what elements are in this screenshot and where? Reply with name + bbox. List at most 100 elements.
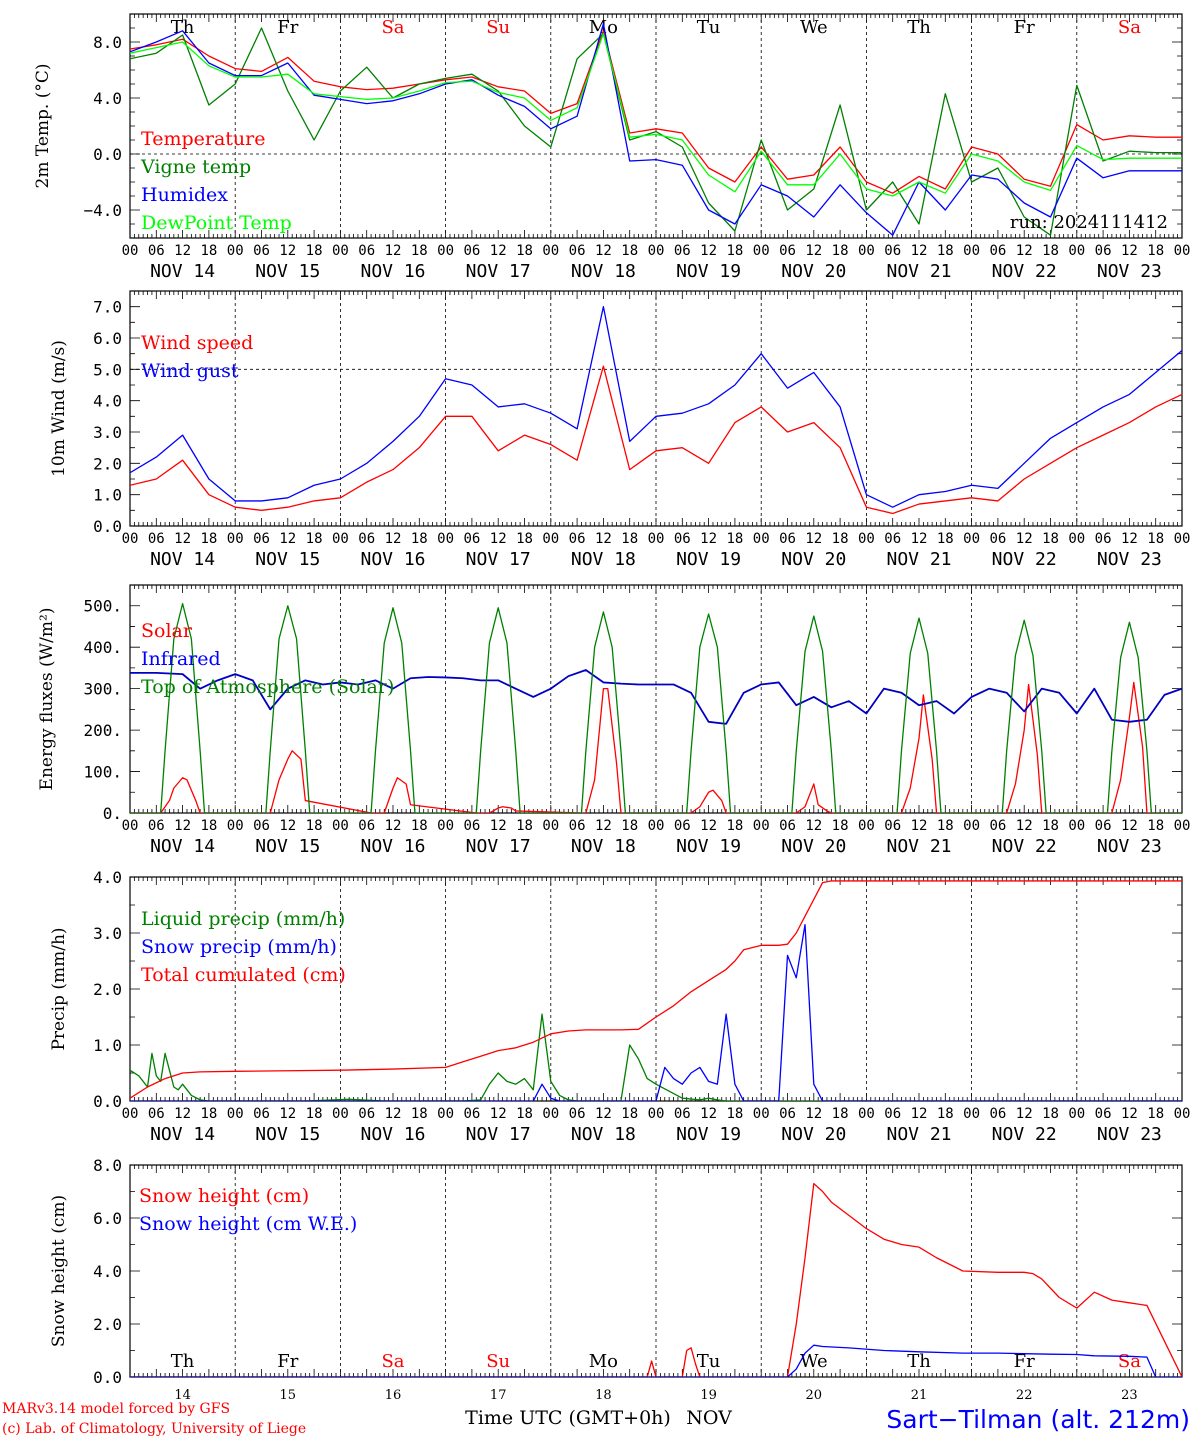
hour-tick-label: 12 xyxy=(490,531,507,547)
hour-tick-label: 12 xyxy=(385,243,402,259)
y-tick-label: 7.0 xyxy=(93,298,122,317)
day-name-label: We xyxy=(800,1351,828,1372)
hour-tick-label: 12 xyxy=(1016,243,1033,259)
y-axis-label: 2m Temp. (°C) xyxy=(33,63,53,188)
legend-entry: Infrared xyxy=(141,648,221,670)
hour-tick-label: 12 xyxy=(595,818,612,834)
y-tick-label: 0. xyxy=(103,804,122,823)
hour-tick-label: 18 xyxy=(1042,531,1059,547)
hour-tick-label: 06 xyxy=(989,818,1006,834)
hour-tick-label: 06 xyxy=(358,818,375,834)
y-ticks xyxy=(130,13,1182,239)
day-number-label: 21 xyxy=(911,1388,928,1403)
date-label: NOV 17 xyxy=(466,549,531,570)
legend-entry: Vigne temp xyxy=(140,156,251,178)
hour-tick-label: 18 xyxy=(621,1106,638,1122)
hour-tick-label: 06 xyxy=(884,818,901,834)
hour-tick-label: 12 xyxy=(174,243,191,259)
series-group xyxy=(130,23,1182,236)
legend-entry: Wind gust xyxy=(141,360,239,382)
hour-tick-label: 12 xyxy=(490,818,507,834)
hour-tick-label: 12 xyxy=(1121,531,1138,547)
hour-tick-label: 06 xyxy=(148,243,165,259)
hour-tick-label: 00 xyxy=(437,243,454,259)
day-name-label: Sa xyxy=(381,17,404,38)
panel-3: 0. 100. 200. 300. 400. 500. Energy fluxes (W/m… xyxy=(37,584,1190,857)
hour-tick-label: 06 xyxy=(779,1106,796,1122)
hour-tick-label: 12 xyxy=(595,243,612,259)
hour-tick-label: 12 xyxy=(385,818,402,834)
day-name-label: Th xyxy=(171,1351,195,1372)
hour-tick-label: 00 xyxy=(542,1106,559,1122)
date-label: NOV 15 xyxy=(255,549,320,570)
hour-tick-label: 06 xyxy=(989,243,1006,259)
hour-tick-label: 06 xyxy=(358,1106,375,1122)
date-label: NOV 22 xyxy=(992,549,1057,570)
legend-entry: Humidex xyxy=(141,184,228,206)
hour-tick-label: 12 xyxy=(490,1106,507,1122)
day-name-label: We xyxy=(800,17,828,38)
legend-entry: Solar xyxy=(141,620,193,642)
date-label: NOV 20 xyxy=(781,836,846,857)
date-label: NOV 18 xyxy=(571,549,636,570)
hour-tick-label: 00 xyxy=(332,243,349,259)
hour-tick-label: 12 xyxy=(805,531,822,547)
series-line-solar xyxy=(130,681,1182,813)
hour-tick-label: 18 xyxy=(937,531,954,547)
hour-tick-label: 00 xyxy=(122,1106,139,1122)
hour-tick-label: 18 xyxy=(726,243,743,259)
y-tick-label: 8.0 xyxy=(93,33,122,52)
hour-tick-label: 06 xyxy=(463,1106,480,1122)
hour-tick-label: 18 xyxy=(1042,243,1059,259)
day-number-label: 20 xyxy=(806,1388,823,1403)
day-number-label: 17 xyxy=(490,1388,507,1403)
y-tick-label: 4.0 xyxy=(93,89,122,108)
hour-tick-label: 00 xyxy=(332,531,349,547)
hour-tick-label: 12 xyxy=(595,531,612,547)
day-name-label: Fr xyxy=(277,17,298,38)
hour-tick-label: 06 xyxy=(463,531,480,547)
hour-tick-label: 12 xyxy=(279,531,296,547)
series-group xyxy=(130,306,1182,515)
date-label: NOV 20 xyxy=(781,1124,846,1145)
day-name-label: Su xyxy=(486,17,510,38)
hour-tick-label: 12 xyxy=(279,1106,296,1122)
legend-entry: DewPoint Temp xyxy=(141,212,292,234)
hour-tick-label: 00 xyxy=(753,818,770,834)
hour-tick-label: 06 xyxy=(779,531,796,547)
hour-tick-label: 12 xyxy=(700,243,717,259)
hour-tick-label: 00 xyxy=(227,1106,244,1122)
date-label: NOV 21 xyxy=(886,836,951,857)
y-tick-label: 2.0 xyxy=(93,980,122,999)
date-label: NOV 16 xyxy=(360,261,425,282)
hour-tick-label: 18 xyxy=(516,243,533,259)
hour-tick-label: 00 xyxy=(858,531,875,547)
panel-2: 0.0 1.0 2.0 3.0 4.0 5.0 6.0 7.0 10m Wind (m/s) 00… xyxy=(49,290,1190,570)
day-name-label: Mo xyxy=(589,1351,618,1372)
hour-tick-label: 00 xyxy=(963,818,980,834)
hour-tick-label: 18 xyxy=(832,1106,849,1122)
hour-tick-label: 00 xyxy=(1174,243,1191,259)
legend-entry: Snow precip (mm/h) xyxy=(141,936,337,958)
hour-tick-label: 18 xyxy=(1147,531,1164,547)
hour-tick-label: 18 xyxy=(1147,1106,1164,1122)
hour-tick-label: 06 xyxy=(148,531,165,547)
hour-tick-label: 00 xyxy=(963,531,980,547)
hour-tick-label: 00 xyxy=(227,531,244,547)
day-name-label: Su xyxy=(486,1351,510,1372)
y-tick-label: 400. xyxy=(83,638,122,657)
run-label: run: 2024111412 xyxy=(1010,212,1168,233)
hour-tick-label: 06 xyxy=(148,1106,165,1122)
hour-tick-label: 00 xyxy=(227,243,244,259)
date-label: NOV 16 xyxy=(360,549,425,570)
hour-tick-label: 18 xyxy=(306,818,323,834)
day-name-label: Sa xyxy=(1118,1351,1141,1372)
hour-tick-label: 06 xyxy=(569,1106,586,1122)
series-line-snow-precip-mm-h- xyxy=(130,923,1182,1101)
day-number-label: 15 xyxy=(280,1388,297,1403)
hour-tick-label: 12 xyxy=(174,531,191,547)
series-line-temperature xyxy=(130,30,1182,194)
day-number-label: 14 xyxy=(174,1388,191,1403)
y-tick-label: 6.0 xyxy=(93,1209,122,1228)
series-group xyxy=(130,603,1182,813)
